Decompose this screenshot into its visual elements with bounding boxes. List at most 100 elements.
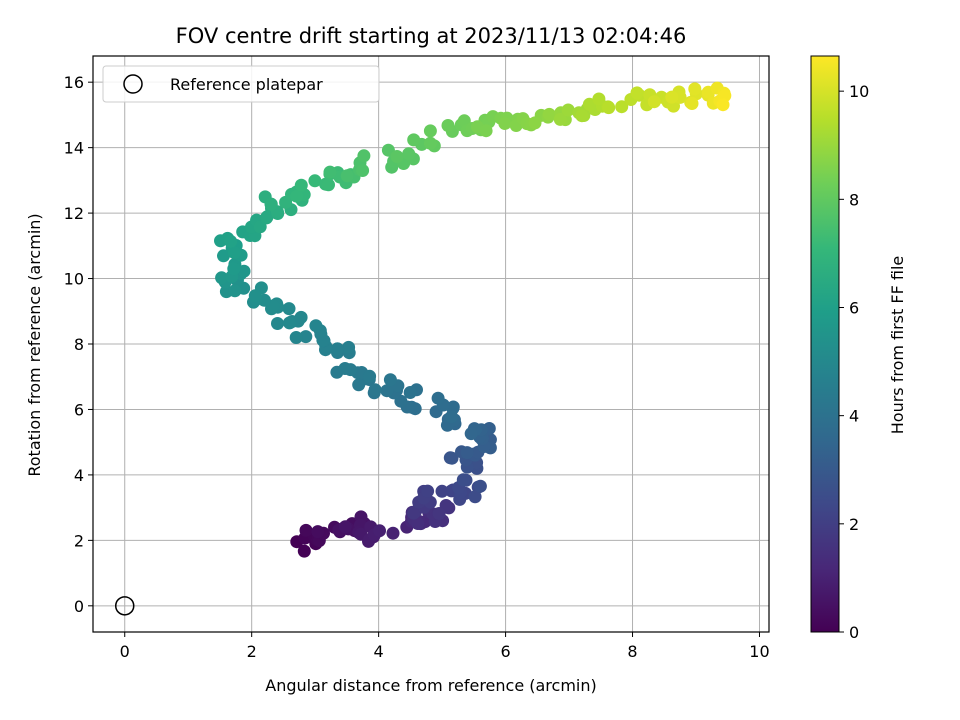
data-point — [308, 174, 322, 188]
data-point — [227, 262, 241, 276]
x-tick-label: 0 — [120, 642, 130, 661]
data-point — [685, 97, 699, 110]
data-point — [688, 82, 702, 96]
data-point — [282, 302, 296, 316]
data-point — [331, 342, 345, 356]
y-tick-label: 8 — [74, 335, 84, 354]
data-point — [338, 520, 352, 534]
y-tick-label: 4 — [74, 466, 84, 485]
data-point — [215, 271, 229, 285]
x-tick-label: 10 — [749, 642, 769, 661]
y-tick-label: 16 — [64, 73, 84, 92]
data-point — [542, 107, 556, 121]
y-axis-label: Rotation from reference (arcmin) — [25, 213, 44, 476]
data-point — [665, 90, 679, 104]
data-point — [271, 317, 284, 330]
data-point — [445, 451, 459, 465]
data-point — [386, 526, 400, 540]
data-point — [464, 427, 478, 441]
data-point — [264, 197, 278, 211]
data-point — [432, 507, 446, 520]
data-point — [615, 100, 629, 114]
data-point — [311, 525, 325, 539]
colorbar-tick-label: 2 — [849, 515, 859, 534]
y-tick-label: 6 — [74, 400, 84, 419]
data-point — [647, 95, 661, 109]
data-point — [323, 165, 337, 179]
data-point — [228, 284, 242, 298]
legend-label: Reference platepar — [170, 75, 323, 94]
x-tick-label: 2 — [247, 642, 257, 661]
data-point — [407, 506, 420, 520]
data-point — [309, 319, 323, 333]
data-point — [630, 86, 644, 100]
data-point — [368, 383, 382, 397]
scatter-points — [214, 81, 732, 558]
y-axis-ticks: 0 2 4 6 8 10 12 14 16 — [64, 73, 93, 616]
data-point — [289, 331, 303, 344]
y-tick-label: 2 — [74, 531, 84, 550]
data-point — [294, 178, 308, 192]
data-point — [602, 101, 616, 115]
data-point — [561, 103, 575, 117]
data-point — [468, 490, 482, 504]
data-point — [403, 386, 417, 399]
data-point — [380, 384, 394, 398]
reference-point — [114, 596, 135, 616]
data-point — [299, 523, 313, 537]
data-point — [342, 340, 356, 354]
data-point — [402, 147, 416, 161]
data-point — [423, 124, 437, 138]
legend: Reference platepar — [102, 65, 380, 103]
data-point — [357, 149, 371, 163]
data-point — [582, 97, 596, 111]
chart-title: FOV centre drift starting at 2023/11/13 … — [176, 24, 687, 48]
data-point — [248, 289, 262, 303]
data-point — [356, 164, 370, 177]
data-point — [444, 410, 458, 424]
x-tick-label: 6 — [500, 642, 510, 661]
data-point — [411, 517, 425, 530]
data-point — [299, 330, 313, 344]
colorbar: 0 2 4 6 8 10 Hours from first FF file — [810, 55, 907, 642]
x-axis-label: Angular distance from reference (arcmin) — [265, 676, 596, 695]
legend-box — [102, 65, 380, 103]
data-point — [383, 373, 397, 387]
data-point — [338, 362, 352, 375]
data-point — [528, 116, 542, 130]
data-point — [283, 316, 296, 330]
data-point — [473, 479, 487, 493]
data-point — [407, 133, 421, 147]
data-point — [224, 234, 238, 248]
data-point — [435, 484, 449, 498]
colorbar-label: Hours from first FF file — [888, 256, 907, 435]
data-point — [431, 391, 445, 405]
data-point — [217, 249, 230, 263]
data-point — [460, 446, 474, 460]
y-tick-label: 0 — [74, 597, 84, 616]
data-point — [363, 369, 377, 383]
colorbar-tick-label: 8 — [849, 190, 859, 209]
data-point — [421, 484, 435, 498]
data-point — [237, 264, 251, 278]
data-point — [553, 112, 567, 126]
data-point — [390, 150, 404, 163]
colorbar-tick-label: 4 — [849, 407, 859, 426]
data-point — [423, 136, 437, 150]
colorbar-gradient — [810, 55, 840, 633]
data-point — [592, 92, 606, 106]
y-tick-label: 14 — [64, 139, 84, 158]
data-point — [322, 178, 335, 192]
data-point — [479, 124, 493, 138]
legend-marker — [123, 74, 143, 94]
data-point — [297, 544, 311, 558]
x-tick-label: 8 — [627, 642, 637, 661]
colorbar-ticks: 0 2 4 6 8 10 — [839, 82, 869, 642]
data-point — [227, 246, 241, 259]
data-point — [498, 117, 512, 130]
colorbar-tick-label: 6 — [849, 298, 859, 317]
data-point — [340, 169, 354, 183]
reference-marker — [114, 596, 135, 616]
y-tick-label: 10 — [64, 270, 84, 289]
